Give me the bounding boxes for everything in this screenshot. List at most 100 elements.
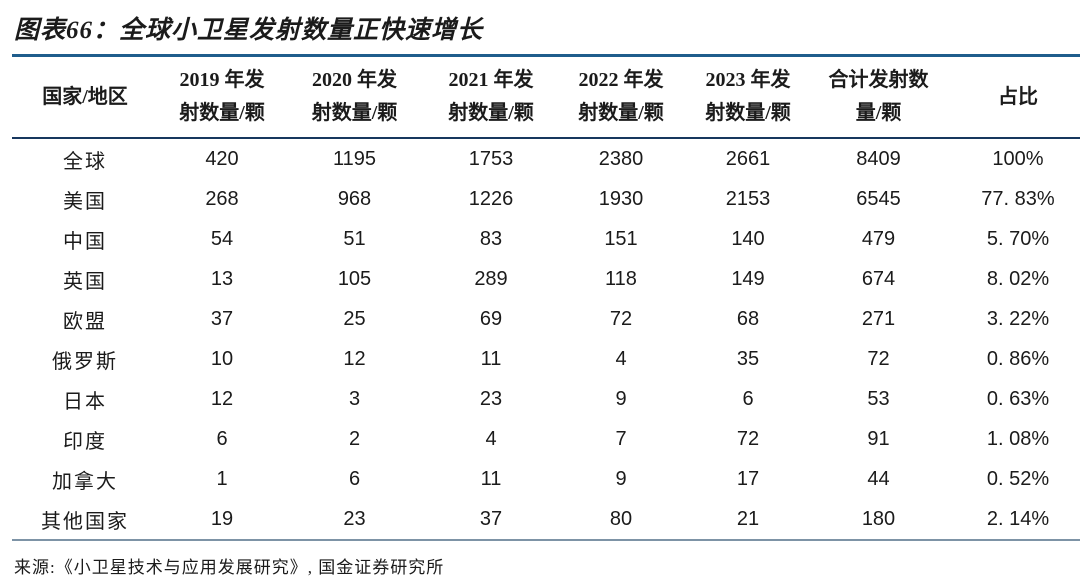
value-cell: 674 bbox=[861, 267, 896, 290]
region-cell: 全球 bbox=[63, 150, 107, 173]
region-cell: 其他国家 bbox=[12, 499, 158, 541]
value-cell: 44 bbox=[867, 467, 890, 490]
region-cell: 日本 bbox=[63, 390, 107, 413]
value-cell: 1753 bbox=[468, 147, 514, 170]
value-cell: 72 bbox=[609, 307, 633, 330]
value-cell: 9 bbox=[615, 387, 627, 410]
value-cell: 151 bbox=[604, 227, 638, 250]
value-cell: 72 bbox=[736, 427, 760, 450]
value-cell: 3. 22% bbox=[986, 307, 1050, 330]
value-cell: 10 bbox=[210, 347, 234, 370]
value-cell: 11 bbox=[480, 347, 502, 370]
column-header-4: 2022 年发 射数量/颗 bbox=[559, 55, 683, 139]
table-body: 全球 420 1195 1753 2380 2661 8409 100% 美国 268 968 122… bbox=[12, 138, 1080, 541]
value-cell: 4 bbox=[485, 427, 497, 450]
region-cell: 中国 bbox=[63, 230, 107, 253]
value-cell: 2380 bbox=[598, 147, 644, 170]
value-cell: 11 bbox=[480, 467, 502, 490]
table-row: 美国 268 968 1226 1930 2153 6545 77. 83% bbox=[12, 179, 1080, 219]
value-cell: 51 bbox=[343, 227, 366, 250]
value-cell: 37 bbox=[423, 499, 559, 541]
value-cell: 2. 14% bbox=[944, 499, 1080, 541]
table-row: 英国 13 105 289 118 149 674 8. 02% bbox=[12, 259, 1080, 299]
value-cell: 0. 52% bbox=[986, 467, 1050, 490]
value-cell: 420 bbox=[205, 147, 239, 170]
value-cell: 268 bbox=[205, 187, 239, 210]
column-header-2: 2020 年发 射数量/颗 bbox=[286, 55, 423, 139]
value-cell: 289 bbox=[474, 267, 508, 290]
value-cell: 54 bbox=[210, 227, 234, 250]
value-cell: 68 bbox=[736, 307, 760, 330]
value-cell: 2 bbox=[348, 427, 361, 450]
value-cell: 77. 83% bbox=[981, 187, 1055, 210]
source-note: 来源:《小卫星技术与应用发展研究》, 国金证券研究所 bbox=[14, 558, 445, 577]
satellite-launch-table: 国家/地区 2019 年发 射数量/颗 2020 年发 射数量/颗 2021 年发 射数量/… bbox=[12, 54, 1080, 541]
value-cell: 19 bbox=[158, 499, 286, 541]
value-cell: 25 bbox=[343, 307, 366, 330]
value-cell: 6 bbox=[216, 427, 228, 450]
region-cell: 欧盟 bbox=[63, 310, 107, 333]
value-cell: 8409 bbox=[856, 147, 901, 170]
value-cell: 12 bbox=[343, 347, 366, 370]
value-cell: 2153 bbox=[725, 187, 771, 210]
value-cell: 21 bbox=[683, 499, 813, 541]
value-cell: 91 bbox=[867, 427, 890, 450]
value-cell: 0. 63% bbox=[986, 387, 1050, 410]
region-cell: 美国 bbox=[63, 190, 107, 213]
value-cell: 80 bbox=[559, 499, 683, 541]
value-cell: 35 bbox=[736, 347, 760, 370]
value-cell: 1 bbox=[216, 467, 228, 490]
value-cell: 271 bbox=[861, 307, 896, 330]
table-row: 欧盟 37 25 69 72 68 271 3. 22% bbox=[12, 299, 1080, 339]
value-cell: 53 bbox=[867, 387, 890, 410]
value-cell: 1930 bbox=[598, 187, 644, 210]
value-cell: 180 bbox=[813, 499, 944, 541]
value-cell: 5. 70% bbox=[986, 227, 1050, 250]
region-cell: 印度 bbox=[63, 430, 107, 453]
table-head: 国家/地区 2019 年发 射数量/颗 2020 年发 射数量/颗 2021 年发 射数量/… bbox=[12, 55, 1080, 139]
value-cell: 105 bbox=[337, 267, 372, 290]
region-cell: 加拿大 bbox=[52, 470, 118, 493]
table-header-row: 国家/地区 2019 年发 射数量/颗 2020 年发 射数量/颗 2021 年发 射数量/… bbox=[12, 55, 1080, 139]
value-cell: 1226 bbox=[468, 187, 514, 210]
table-row: 印度 6 2 4 7 72 91 1. 08% bbox=[12, 419, 1080, 459]
value-cell: 6 bbox=[348, 467, 361, 490]
value-cell: 4 bbox=[615, 347, 627, 370]
table-row: 日本 12 3 23 9 6 53 0. 63% bbox=[12, 379, 1080, 419]
figure-title: 图表66：全球小卫星发射数量正快速增长 bbox=[14, 17, 484, 44]
value-cell: 12 bbox=[210, 387, 234, 410]
table-row: 中国 54 51 83 151 140 479 5. 70% bbox=[12, 219, 1080, 259]
value-cell: 140 bbox=[731, 227, 765, 250]
value-cell: 968 bbox=[337, 187, 372, 210]
value-cell: 17 bbox=[736, 467, 760, 490]
value-cell: 479 bbox=[861, 227, 896, 250]
value-cell: 37 bbox=[210, 307, 234, 330]
column-header-0: 国家/地区 bbox=[12, 55, 158, 139]
region-cell: 俄罗斯 bbox=[52, 350, 118, 373]
column-header-7: 占比 bbox=[944, 55, 1080, 139]
value-cell: 2661 bbox=[725, 147, 771, 170]
value-cell: 83 bbox=[479, 227, 503, 250]
table-row: 加拿大 1 6 11 9 17 44 0. 52% bbox=[12, 459, 1080, 499]
value-cell: 8. 02% bbox=[986, 267, 1050, 290]
value-cell: 1. 08% bbox=[986, 427, 1050, 450]
value-cell: 0. 86% bbox=[986, 347, 1050, 370]
table-row: 全球 420 1195 1753 2380 2661 8409 100% bbox=[12, 138, 1080, 179]
column-header-5: 2023 年发 射数量/颗 bbox=[683, 55, 813, 139]
value-cell: 13 bbox=[210, 267, 234, 290]
region-cell: 英国 bbox=[63, 270, 107, 293]
value-cell: 23 bbox=[479, 387, 503, 410]
table-row: 俄罗斯 10 12 11 4 35 72 0. 86% bbox=[12, 339, 1080, 379]
table-row: 其他国家 19 23 37 80 21 180 2. 14% bbox=[12, 499, 1080, 541]
value-cell: 69 bbox=[479, 307, 503, 330]
value-cell: 23 bbox=[286, 499, 423, 541]
value-cell: 7 bbox=[615, 427, 627, 450]
value-cell: 1195 bbox=[332, 147, 376, 170]
column-header-3: 2021 年发 射数量/颗 bbox=[423, 55, 559, 139]
value-cell: 6 bbox=[742, 387, 754, 410]
value-cell: 118 bbox=[605, 267, 637, 290]
value-cell: 100% bbox=[992, 147, 1044, 170]
value-cell: 3 bbox=[348, 387, 361, 410]
value-cell: 72 bbox=[867, 347, 890, 370]
